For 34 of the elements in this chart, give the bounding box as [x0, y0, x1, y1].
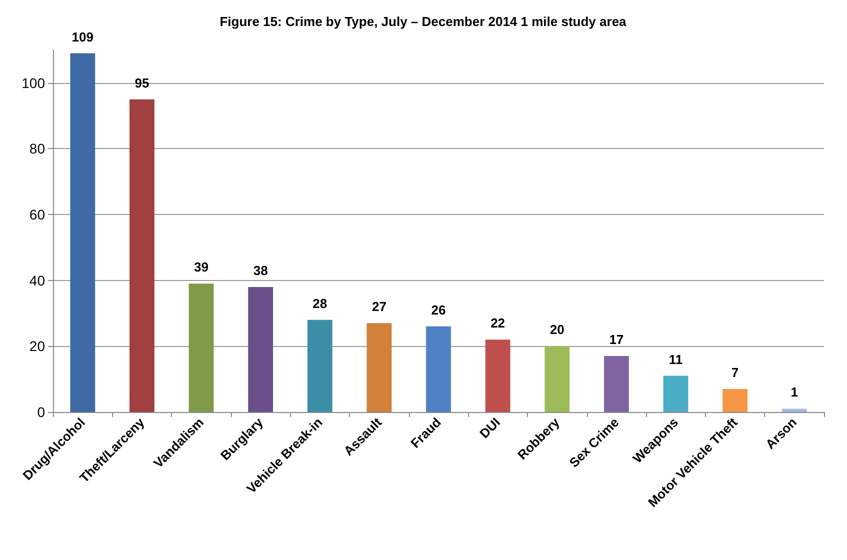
bar [722, 388, 748, 412]
x-tick-label: DUI [476, 414, 504, 442]
bar [188, 284, 214, 412]
y-tick-label: 20 [29, 338, 46, 354]
data-label: 20 [550, 322, 564, 338]
bar [782, 408, 807, 412]
bar [70, 53, 96, 412]
bar [366, 323, 392, 412]
data-label: 17 [609, 332, 624, 348]
y-tick-label: 80 [29, 140, 46, 157]
data-label: 39 [194, 260, 209, 275]
data-label: 27 [372, 299, 386, 314]
data-label: 109 [72, 29, 94, 44]
data-label: 7 [731, 364, 739, 380]
bar [426, 326, 451, 412]
bar [544, 346, 570, 412]
bar [663, 376, 688, 412]
bar [604, 356, 629, 412]
data-label: 22 [490, 316, 506, 331]
data-label: 26 [431, 302, 446, 318]
bar [485, 340, 510, 412]
bar [248, 286, 274, 412]
data-label: 1 [790, 384, 798, 400]
data-label: 28 [312, 296, 328, 311]
chart-title: Figure 15: Crime by Type, July – December 2014 1 mile study area [220, 14, 628, 29]
data-label: 38 [253, 262, 268, 278]
y-tick-label: 60 [29, 206, 46, 223]
data-label: 11 [668, 352, 683, 367]
data-label: 95 [134, 75, 150, 90]
y-tick-label: 40 [29, 272, 46, 288]
bar [130, 99, 154, 412]
bar [307, 320, 332, 412]
y-tick-label: 0 [37, 404, 46, 420]
y-tick-label: 100 [22, 74, 46, 91]
